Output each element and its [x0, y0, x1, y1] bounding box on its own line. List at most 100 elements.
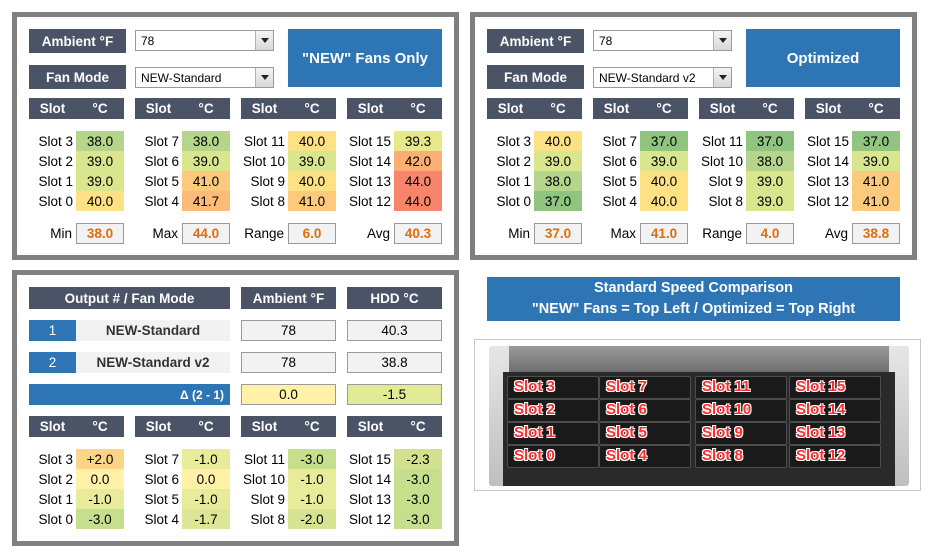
slot-label: Slot 3 [38, 451, 73, 467]
temp-cell: 39.0 [640, 151, 688, 171]
temp-cell: 0.0 [182, 469, 230, 489]
col-header-temp: °C [288, 416, 336, 437]
temp-cell: -1.0 [182, 449, 230, 469]
drive-bay-label: Slot 14 [796, 401, 846, 418]
slot-label: Slot 7 [144, 451, 179, 467]
temp-cell: -1.7 [182, 509, 230, 529]
drive-bay: Slot 1 [507, 422, 599, 445]
temp-cell: 41.7 [182, 191, 230, 211]
stat-value: 38.0 [76, 223, 124, 244]
drive-bay: Slot 10 [695, 399, 787, 422]
ambient-select-value: 78 [141, 33, 155, 48]
output-number: 2 [29, 352, 76, 373]
slot-label: Slot 0 [38, 511, 73, 527]
slot-label: Slot 2 [38, 471, 73, 487]
drive-bay-label: Slot 15 [796, 378, 846, 395]
slot-label: Slot 11 [243, 133, 285, 149]
drive-bay-label: Slot 2 [514, 401, 555, 418]
output-ambient: 78 [241, 320, 336, 341]
stat-label: Min [50, 226, 72, 241]
ambient-header: Ambient °F [241, 287, 336, 309]
slot-label: Slot 4 [144, 511, 179, 527]
ambient-select[interactable]: 78 [135, 30, 274, 51]
fan-mode-select-value: NEW-Standard [141, 70, 222, 85]
ambient-label: Ambient °F [487, 29, 584, 53]
temp-cell: -2.3 [394, 449, 442, 469]
stat-label: Max [152, 226, 178, 241]
slot-label: Slot 15 [806, 133, 849, 149]
col-header-slot: Slot [241, 416, 288, 437]
slot-label: Slot 9 [250, 173, 285, 189]
temp-cell: 38.0 [746, 151, 794, 171]
drive-bay: Slot 14 [789, 399, 881, 422]
temp-cell: 40.0 [288, 171, 336, 191]
output-header: Output # / Fan Mode [29, 287, 230, 309]
col-header-temp: °C [746, 98, 794, 119]
temp-cell: 39.0 [746, 171, 794, 191]
server-chassis: Slot 3 Slot 7 Slot 11 Slot 15 Slot 2 Slot 6 Sl… [489, 346, 909, 486]
stat-value: 41.0 [640, 223, 688, 244]
slot-label: Slot 8 [250, 193, 285, 209]
col-header-temp: °C [288, 98, 336, 119]
slot-label: Slot 2 [38, 153, 73, 169]
temp-cell: 40.0 [76, 191, 124, 211]
slot-label: Slot 10 [242, 471, 285, 487]
chevron-down-icon[interactable] [255, 68, 273, 87]
stat-value: 6.0 [288, 223, 336, 244]
temp-cell: 44.0 [394, 191, 442, 211]
drive-bay-label: Slot 11 [702, 378, 751, 395]
drive-bay: Slot 12 [789, 445, 881, 468]
col-header-slot: Slot [347, 98, 394, 119]
fan-mode-label: Fan Mode [29, 65, 126, 89]
slot-label: Slot 14 [348, 153, 391, 169]
fan-mode-select[interactable]: NEW-Standard v2 [593, 67, 732, 88]
stat-label: Min [508, 226, 530, 241]
temp-cell: 39.0 [852, 151, 900, 171]
col-header-slot: Slot [487, 98, 534, 119]
new-fans-only-button[interactable]: "NEW" Fans Only [288, 29, 442, 87]
col-header-temp: °C [394, 416, 442, 437]
chevron-down-icon[interactable] [713, 31, 731, 50]
chevron-down-icon[interactable] [713, 68, 731, 87]
slot-label: Slot 5 [144, 491, 179, 507]
col-header-temp: °C [182, 416, 230, 437]
slot-label: Slot 8 [708, 193, 743, 209]
slot-label: Slot 12 [348, 193, 391, 209]
temp-cell: 44.0 [394, 171, 442, 191]
temp-cell: 42.0 [394, 151, 442, 171]
output-ambient: 78 [241, 352, 336, 373]
slot-label: Slot 2 [496, 153, 531, 169]
drive-bay: Slot 4 [599, 445, 691, 468]
slot-label: Slot 6 [144, 153, 179, 169]
slot-label: Slot 14 [806, 153, 849, 169]
slot-label: Slot 14 [348, 471, 391, 487]
ambient-select[interactable]: 78 [593, 30, 732, 51]
temp-cell: 40.0 [534, 131, 582, 151]
slot-label: Slot 5 [144, 173, 179, 189]
fan-mode-label: Fan Mode [487, 65, 584, 89]
temp-cell: 38.0 [182, 131, 230, 151]
drive-bay: Slot 7 [599, 376, 691, 399]
ambient-label: Ambient °F [29, 29, 126, 53]
slot-label: Slot 1 [496, 173, 531, 189]
stat-label: Range [702, 226, 742, 241]
slot-label: Slot 13 [348, 491, 391, 507]
slot-label: Slot 10 [700, 153, 743, 169]
temp-cell: -3.0 [394, 469, 442, 489]
server-image-frame: Slot 3 Slot 7 Slot 11 Slot 15 Slot 2 Slot 6 Sl… [474, 339, 921, 491]
temp-cell: 39.3 [394, 131, 442, 151]
ambient-select-value: 78 [599, 33, 613, 48]
comparison-title-line2: "NEW" Fans = Top Left / Optimized = Top … [531, 301, 856, 317]
temp-cell: 37.0 [534, 191, 582, 211]
optimized-button[interactable]: Optimized [746, 29, 900, 87]
fan-mode-select[interactable]: NEW-Standard [135, 67, 274, 88]
drive-bay: Slot 13 [789, 422, 881, 445]
col-header-temp: °C [534, 98, 582, 119]
drive-bay: Slot 0 [507, 445, 599, 468]
stat-value: 38.8 [852, 223, 900, 244]
temp-cell: -2.0 [288, 509, 336, 529]
col-header-slot: Slot [347, 416, 394, 437]
chevron-down-icon[interactable] [255, 31, 273, 50]
stat-label: Range [244, 226, 284, 241]
output-mode: NEW-Standard [76, 320, 230, 341]
